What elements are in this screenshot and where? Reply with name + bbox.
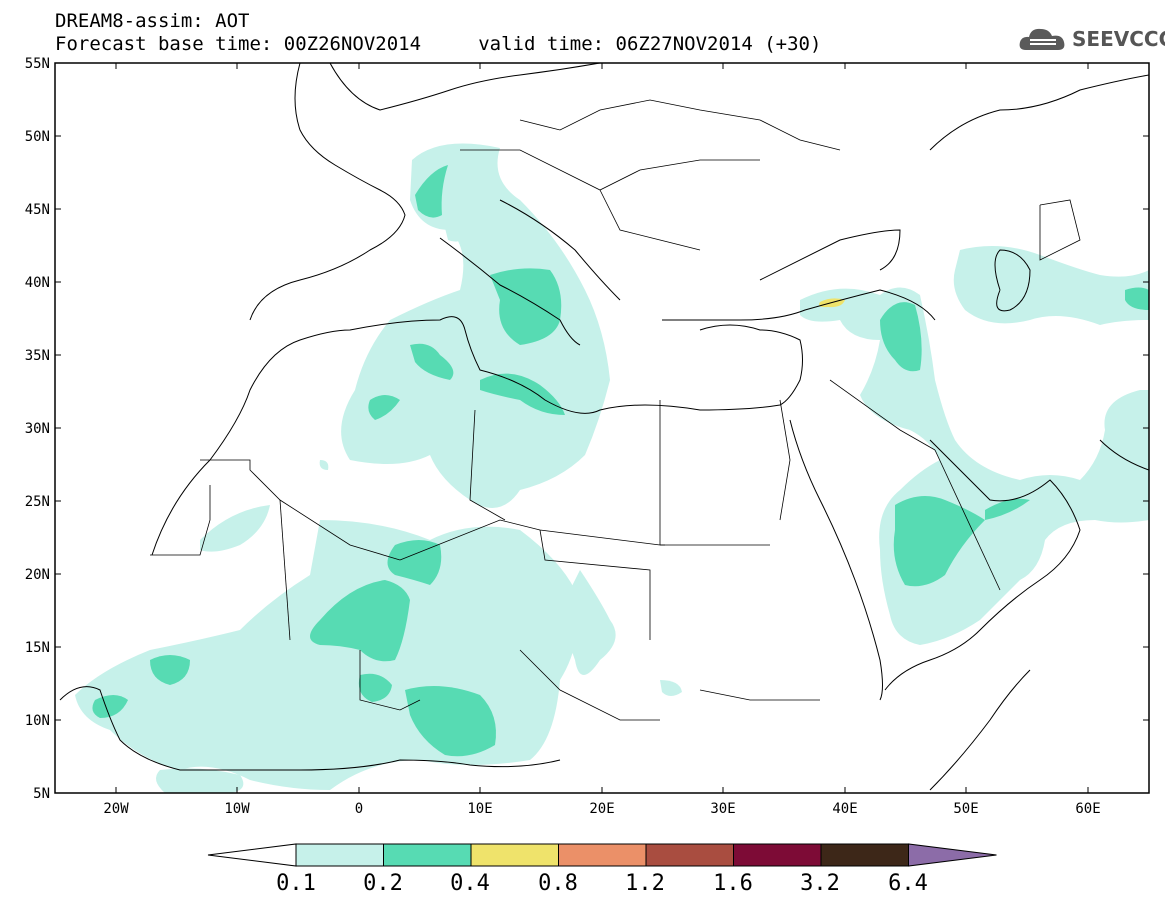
aot-level-0.2-0.4 bbox=[92, 165, 1149, 757]
seevccc-logo: SEEVCCC bbox=[1018, 24, 1165, 54]
lat-label: 20N bbox=[25, 567, 50, 583]
colorbar-segment bbox=[820, 843, 909, 867]
colorbar-label: 0.2 bbox=[363, 871, 403, 896]
longitude-axis: 20W 10W 0 10E 20E 30E 40E 50E 60E bbox=[103, 801, 1100, 817]
lon-label: 60E bbox=[1075, 801, 1100, 817]
colorbar bbox=[207, 843, 997, 867]
colorbar-label: 3.2 bbox=[800, 871, 840, 896]
lon-label: 40E bbox=[832, 801, 857, 817]
aot-level-0.1-0.2 bbox=[75, 143, 1149, 793]
colorbar-left-arrow bbox=[207, 843, 297, 867]
lat-label: 40N bbox=[25, 275, 50, 291]
colorbar-segment bbox=[470, 843, 559, 867]
colorbar-segment bbox=[295, 843, 384, 867]
lat-label: 10N bbox=[25, 713, 50, 729]
logo-text: SEEVCCC bbox=[1072, 27, 1165, 51]
colorbar-label: 1.2 bbox=[625, 871, 665, 896]
lat-label: 30N bbox=[25, 421, 50, 437]
lat-label: 15N bbox=[25, 640, 50, 656]
colorbar-segment bbox=[733, 843, 822, 867]
lat-label: 55N bbox=[25, 56, 50, 72]
aot-field bbox=[75, 143, 1149, 793]
lon-label: 10W bbox=[224, 801, 250, 817]
coastlines bbox=[59, 63, 1149, 791]
lat-label: 50N bbox=[25, 129, 50, 145]
lon-label: 50E bbox=[953, 801, 978, 817]
cloud-logo-icon bbox=[1019, 28, 1065, 50]
lon-ticks bbox=[115, 63, 1089, 793]
colorbar-segment bbox=[645, 843, 734, 867]
colorbar-label: 0.8 bbox=[538, 871, 578, 896]
lon-label: 20E bbox=[589, 801, 614, 817]
colorbar-label: 1.6 bbox=[713, 871, 753, 896]
lon-label: 10E bbox=[467, 801, 492, 817]
lon-label: 30E bbox=[710, 801, 735, 817]
lat-label: 25N bbox=[25, 494, 50, 510]
latitude-axis: 55N 50N 45N 40N 35N 30N 25N 20N 15N 10N … bbox=[25, 56, 50, 802]
colorbar-segment bbox=[383, 843, 472, 867]
lon-label: 0 bbox=[355, 801, 363, 817]
lat-ticks bbox=[55, 135, 1149, 721]
colorbar-label: 6.4 bbox=[888, 871, 928, 896]
lat-label: 5N bbox=[33, 786, 50, 802]
country-borders bbox=[150, 99, 1081, 721]
map-title: DREAM8-assim: AOT bbox=[55, 10, 250, 32]
lat-label: 45N bbox=[25, 202, 50, 218]
forecast-time-subtitle: Forecast base time: 00Z26NOV2014 valid t… bbox=[55, 33, 822, 55]
lon-label: 20W bbox=[103, 801, 129, 817]
lat-label: 35N bbox=[25, 348, 50, 364]
colorbar-label: 0.1 bbox=[276, 871, 316, 896]
colorbar-right-arrow bbox=[908, 843, 997, 867]
colorbar-label: 0.4 bbox=[450, 871, 490, 896]
colorbar-segment bbox=[558, 843, 647, 867]
